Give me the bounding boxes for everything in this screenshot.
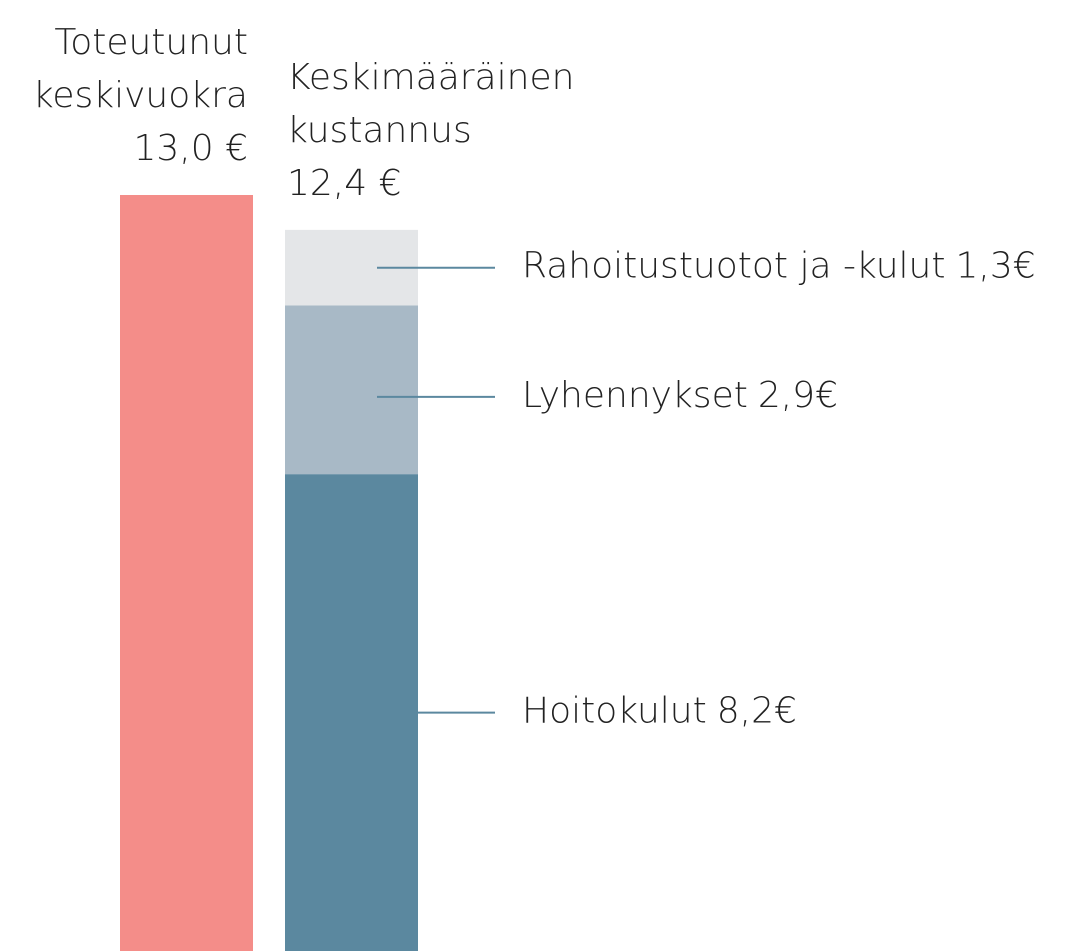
category-label: Keskimääräinen — [287, 57, 574, 98]
segment-label: Rahoitustuotot ja -kulut 1,3€ — [522, 246, 1036, 287]
segment-value: 2,9€ — [758, 375, 838, 416]
total-label: 12,4 € — [287, 163, 402, 204]
category-label: Toteutunut — [54, 22, 248, 63]
segment-name: Rahoitustuotot ja -kulut — [522, 246, 945, 287]
segment-name: Lyhennykset — [522, 375, 748, 416]
segment-label: Lyhennykset 2,9€ — [522, 375, 838, 416]
total-label: 13,0 € — [133, 128, 248, 169]
segment-value: 8,2€ — [717, 691, 797, 732]
bar-segment — [120, 195, 253, 951]
bar-segment — [285, 305, 418, 475]
category-label: kustannus — [287, 110, 472, 151]
category-label: keskivuokra — [33, 75, 248, 116]
segment-name: Hoitokulut — [522, 691, 707, 732]
segment-label: Hoitokulut 8,2€ — [522, 691, 797, 732]
segment-value: 1,3€ — [955, 246, 1035, 287]
